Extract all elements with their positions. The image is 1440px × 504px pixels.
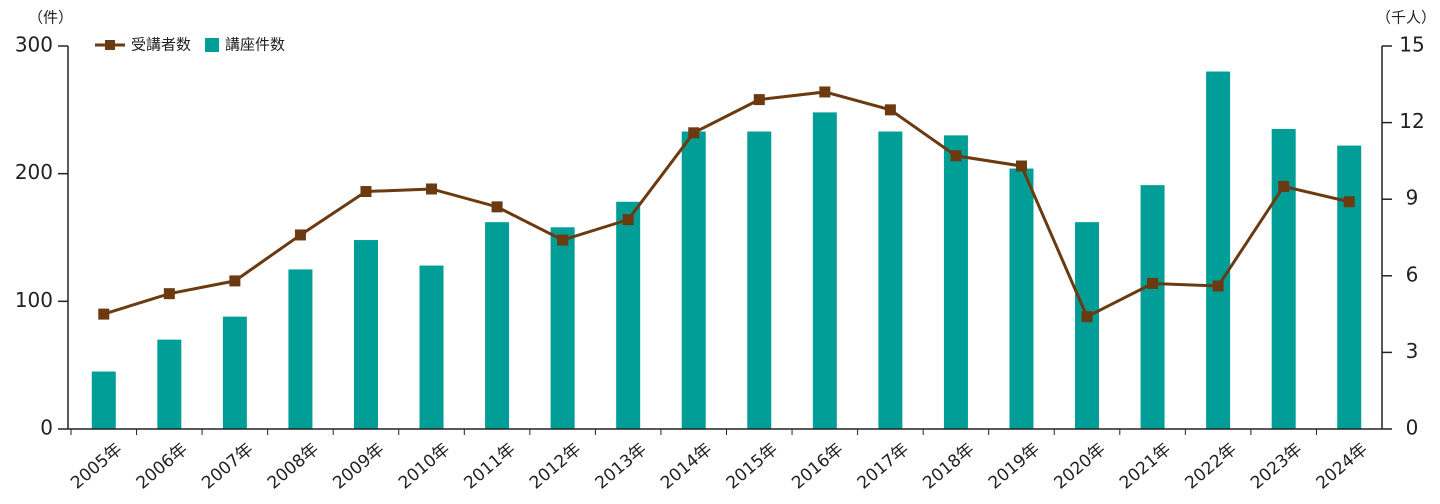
- x-tick-label: 2006年: [133, 439, 192, 493]
- bar: [157, 339, 182, 429]
- line-marker: [1081, 311, 1093, 323]
- x-tick-label: 2008年: [264, 439, 323, 493]
- y2-tick-label: 0: [1406, 416, 1419, 440]
- y-tick-label: 200: [15, 160, 53, 184]
- y2-tick-label: 12: [1399, 109, 1424, 133]
- bar: [1206, 71, 1231, 430]
- line-marker: [426, 183, 438, 195]
- y-unit: （件）: [28, 9, 73, 27]
- y-tick-label: 300: [15, 33, 53, 57]
- bar: [747, 131, 772, 429]
- x-tick-label: 2017年: [854, 439, 913, 493]
- y-tick-label: 100: [15, 288, 53, 312]
- x-tick-label: 2016年: [788, 439, 847, 493]
- bar: [222, 316, 247, 429]
- line-marker: [753, 94, 765, 106]
- bar: [943, 135, 968, 429]
- line-marker: [360, 186, 372, 198]
- legend-label: 講座件数: [225, 36, 285, 54]
- x-tick-label: 2014年: [657, 439, 716, 493]
- legend-label: 受講者数: [131, 36, 191, 54]
- x-tick-label: 2013年: [592, 439, 651, 493]
- x-tick-label: 2015年: [723, 439, 782, 493]
- x-tick-label: 2023年: [1247, 439, 1306, 493]
- line-marker: [1147, 277, 1159, 289]
- x-tick-label: 2010年: [395, 439, 454, 493]
- line-marker: [622, 214, 634, 226]
- line-marker: [1278, 180, 1290, 192]
- line-marker: [1015, 160, 1027, 172]
- x-tick-label: 2005年: [67, 439, 126, 493]
- x-tick-label: 2009年: [329, 439, 388, 493]
- legend-marker: [105, 40, 115, 50]
- bar: [1075, 222, 1100, 429]
- bar: [681, 131, 706, 429]
- bar: [616, 201, 641, 429]
- x-tick-label: 2019年: [985, 439, 1044, 493]
- bar: [353, 240, 378, 429]
- line-marker: [819, 86, 831, 98]
- legend-swatch: [205, 38, 220, 52]
- y2-tick-label: 3: [1406, 339, 1419, 363]
- line-marker: [294, 229, 306, 241]
- line-marker: [950, 150, 962, 162]
- y2-tick-label: 6: [1406, 262, 1419, 286]
- legend-item: 講座件数: [205, 36, 285, 54]
- bar: [1337, 145, 1362, 429]
- y2-tick-label: 15: [1399, 33, 1424, 57]
- bar: [1140, 185, 1165, 429]
- line-marker: [557, 234, 569, 246]
- bar: [878, 131, 903, 429]
- x-tick-label: 2024年: [1313, 439, 1372, 493]
- y2-tick-label: 9: [1406, 186, 1419, 210]
- line-marker: [1212, 280, 1224, 292]
- line-marker: [688, 127, 700, 139]
- bar: [1009, 168, 1034, 429]
- bar: [485, 222, 510, 429]
- y2-unit: （千人）: [1376, 9, 1436, 27]
- bar: [812, 112, 837, 430]
- bar: [91, 371, 116, 429]
- x-tick-label: 2020年: [1050, 439, 1109, 493]
- line-marker: [884, 104, 896, 116]
- bar: [1271, 128, 1296, 429]
- line: [103, 90, 1350, 319]
- x-tick-label: 2011年: [460, 439, 519, 493]
- x-tick-label: 2007年: [198, 439, 257, 493]
- bar: [419, 265, 444, 429]
- legend-item: 受講者数: [95, 36, 191, 54]
- y-tick-label: 0: [40, 416, 53, 440]
- x-tick-label: 2012年: [526, 439, 585, 493]
- x-tick-label: 2021年: [1116, 439, 1175, 493]
- line-marker: [491, 201, 503, 213]
- line-marker: [1343, 196, 1355, 208]
- bar: [288, 269, 313, 429]
- line-marker: [163, 288, 175, 300]
- x-tick-label: 2022年: [1182, 439, 1241, 493]
- line-marker: [98, 308, 110, 320]
- line-marker: [229, 275, 241, 287]
- bar: [550, 227, 575, 429]
- x-tick-label: 2018年: [919, 439, 978, 493]
